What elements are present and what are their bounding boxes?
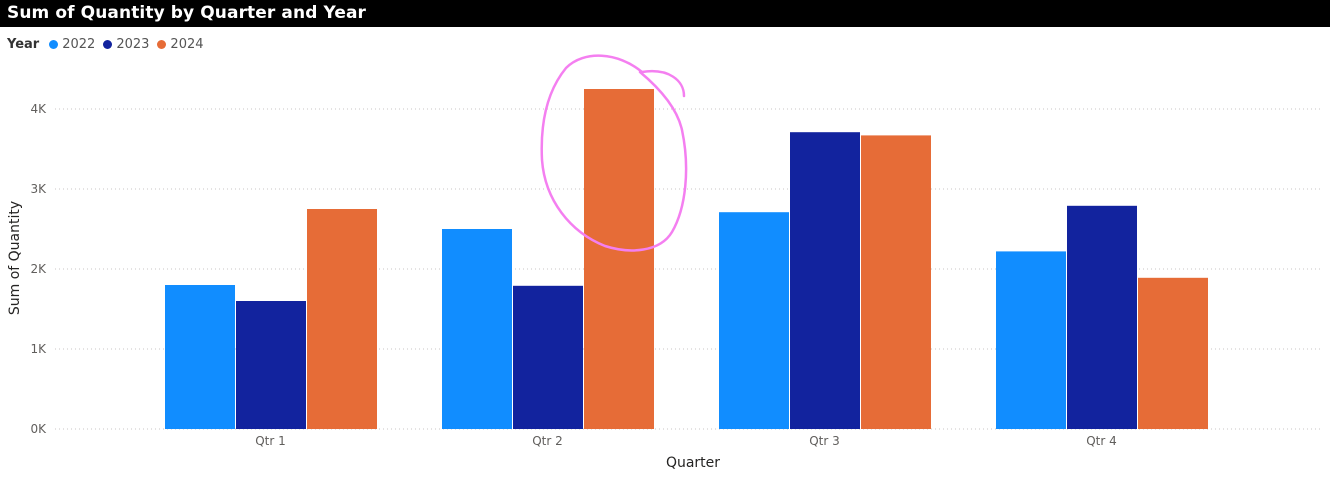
x-tick-label: Qtr 4 xyxy=(1086,434,1117,448)
legend-item-2024[interactable]: 2024 xyxy=(157,36,204,52)
bar-qtr2-2024[interactable] xyxy=(584,89,654,429)
chart-title: Sum of Quantity by Quarter and Year xyxy=(7,3,367,23)
highlight-circle-annotation xyxy=(540,54,688,252)
bar-qtr2-2023[interactable] xyxy=(513,285,583,429)
gridlines xyxy=(55,108,1320,430)
legend-item-2022[interactable]: 2022 xyxy=(49,37,95,52)
bar-qtr1-2022[interactable] xyxy=(165,285,235,429)
bars xyxy=(165,89,1208,429)
legend-marker-icon xyxy=(49,39,59,49)
bar-qtr3-2022[interactable] xyxy=(719,212,789,429)
y-axis-ticks: 0K 1K 2K 3K 4K xyxy=(30,102,47,436)
x-tick-label: Qtr 3 xyxy=(809,434,840,448)
bar-qtr3-2023[interactable] xyxy=(790,132,860,429)
x-tick-label: Qtr 2 xyxy=(532,434,563,448)
legend-label: 2023 xyxy=(116,36,150,52)
legend-title: Year xyxy=(7,36,40,52)
y-tick-label: 2K xyxy=(30,262,47,276)
y-tick-label: 3K xyxy=(30,182,47,196)
chart-title-bar: Sum of Quantity by Quarter and Year xyxy=(0,0,1330,27)
y-axis-title: Sum of Quantity xyxy=(7,201,23,315)
bar-qtr2-2022[interactable] xyxy=(442,229,512,429)
legend: Year 2022 2023 2024 xyxy=(7,36,212,52)
legend-item-2023[interactable]: 2023 xyxy=(103,37,149,52)
legend-label: 2024 xyxy=(170,36,204,52)
bar-qtr4-2022[interactable] xyxy=(996,251,1066,429)
legend-marker-icon xyxy=(103,39,113,49)
bar-qtr1-2023[interactable] xyxy=(236,301,306,429)
bar-qtr4-2023[interactable] xyxy=(1067,205,1137,429)
y-tick-label: 0K xyxy=(30,422,47,436)
legend-label: 2022 xyxy=(62,36,96,52)
x-axis-ticks: Qtr 1 Qtr 2 Qtr 3 Qtr 4 xyxy=(255,434,1117,448)
bar-qtr4-2024[interactable] xyxy=(1138,277,1208,429)
bar-qtr3-2024[interactable] xyxy=(861,135,931,429)
legend-marker-icon xyxy=(157,39,167,49)
bar-qtr1-2024[interactable] xyxy=(307,209,377,429)
y-tick-label: 1K xyxy=(30,342,47,356)
x-axis-title: Quarter xyxy=(666,455,720,471)
y-tick-label: 4K xyxy=(30,102,47,116)
x-tick-label: Qtr 1 xyxy=(255,434,286,448)
